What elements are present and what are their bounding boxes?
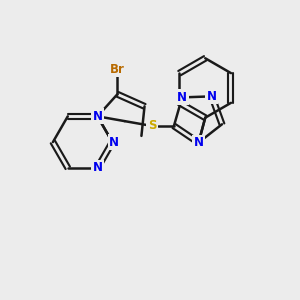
Text: S: S: [148, 119, 156, 133]
Text: N: N: [207, 90, 217, 103]
Text: N: N: [177, 91, 187, 104]
Text: N: N: [109, 136, 119, 148]
Text: N: N: [207, 90, 217, 103]
Text: N: N: [194, 136, 204, 149]
Text: N: N: [92, 161, 103, 174]
Text: N: N: [92, 110, 103, 123]
Text: Br: Br: [110, 63, 125, 76]
Text: S: S: [148, 119, 156, 133]
Text: Br: Br: [110, 63, 125, 76]
Text: N: N: [194, 136, 204, 149]
Text: N: N: [92, 110, 103, 123]
Text: N: N: [109, 136, 119, 148]
Text: N: N: [177, 91, 187, 104]
Text: N: N: [92, 161, 103, 174]
